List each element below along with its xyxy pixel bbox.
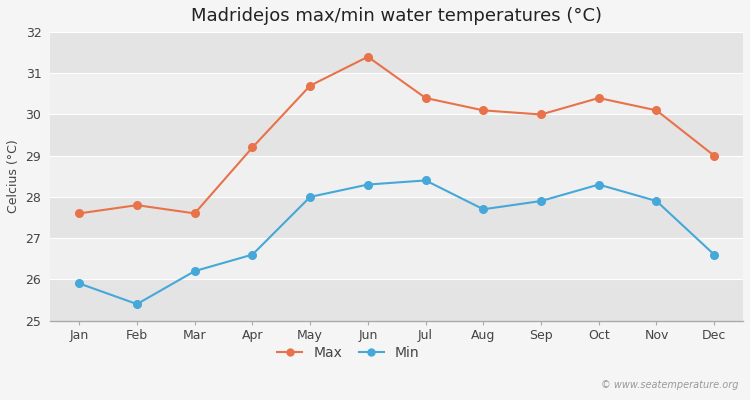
Bar: [50, 32, 743, 73]
Bar: [50, 156, 743, 197]
Line: Min: Min: [76, 177, 718, 308]
Max: [248, 145, 257, 150]
Max: [594, 96, 603, 100]
Title: Madridejos max/min water temperatures (°C): Madridejos max/min water temperatures (°…: [191, 7, 602, 25]
Min: [594, 182, 603, 187]
Min: [652, 199, 661, 204]
Bar: [50, 279, 743, 320]
Max: [652, 108, 661, 113]
Min: [190, 269, 200, 274]
Max: [536, 112, 545, 117]
Bar: [50, 114, 743, 156]
Min: [363, 182, 372, 187]
Max: [421, 96, 430, 100]
Bar: [50, 73, 743, 114]
Bar: [50, 197, 743, 238]
Text: © www.seatemperature.org: © www.seatemperature.org: [602, 380, 739, 390]
Max: [75, 211, 84, 216]
Max: [306, 83, 315, 88]
Max: [363, 54, 372, 59]
Min: [306, 194, 315, 199]
Min: [133, 302, 142, 306]
Max: [478, 108, 488, 113]
Min: [710, 252, 718, 257]
Max: [133, 203, 142, 208]
Max: [190, 211, 200, 216]
Y-axis label: Celcius (°C): Celcius (°C): [7, 140, 20, 213]
Min: [248, 252, 257, 257]
Line: Max: Max: [76, 53, 718, 217]
Min: [421, 178, 430, 183]
Bar: [50, 238, 743, 279]
Legend: Max, Min: Max, Min: [272, 340, 425, 366]
Min: [75, 281, 84, 286]
Min: [478, 207, 488, 212]
Max: [710, 153, 718, 158]
Min: [536, 199, 545, 204]
